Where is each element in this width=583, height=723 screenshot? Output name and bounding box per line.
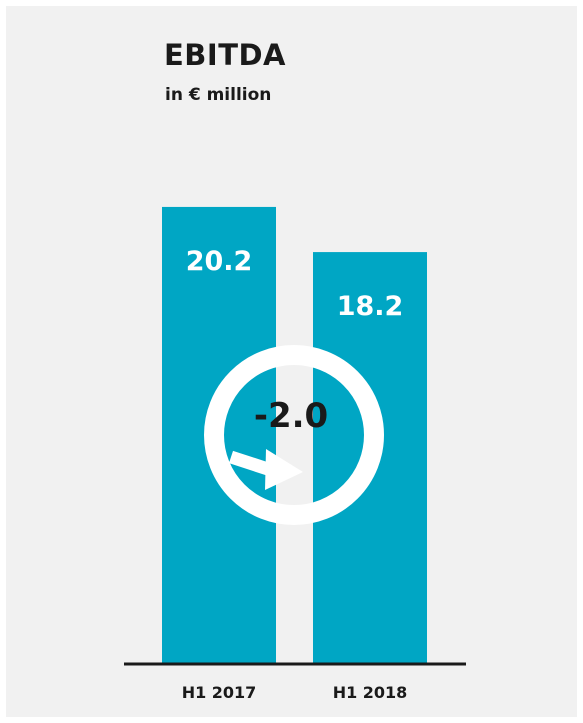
change-label: -2.0	[254, 396, 328, 436]
down-right-arrow-icon	[228, 449, 303, 490]
x-tick-label-2: H1 2018	[333, 683, 408, 702]
bar-value-label-2: 18.2	[337, 291, 404, 322]
change-ring	[204, 345, 384, 525]
chart-title: EBITDA	[164, 38, 287, 72]
bars-layer	[162, 206, 427, 663]
change-badge: -2.0	[204, 345, 384, 525]
bar-value-label-1: 20.2	[186, 246, 253, 277]
labels-layer: 20.2 H1 2017 18.2 H1 2018	[182, 246, 408, 702]
chart-subtitle: in € million	[165, 85, 272, 105]
x-tick-label-1: H1 2017	[182, 683, 257, 702]
